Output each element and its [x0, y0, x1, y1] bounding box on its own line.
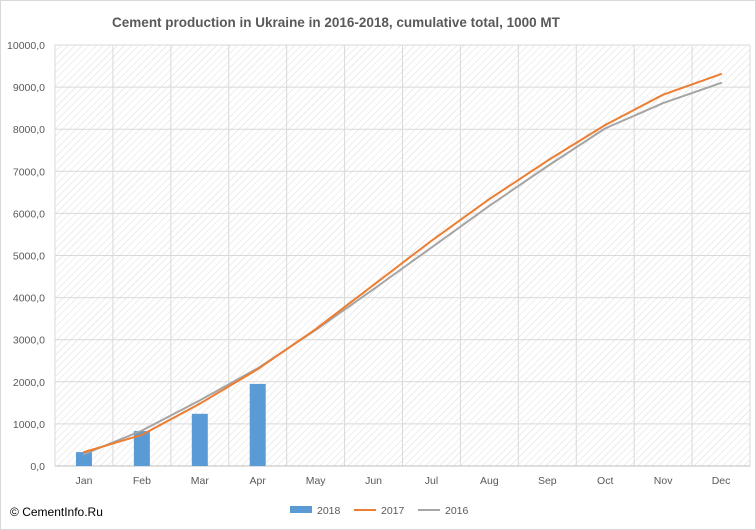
legend-label-2018: 2018 — [317, 505, 341, 517]
x-tick-label: Nov — [654, 475, 673, 487]
y-axis: 0,0 1000,0 2000,0 3000,0 4000,0 5000,0 6000,0 7… — [7, 40, 45, 473]
y-tick-label: 8000,0 — [13, 124, 45, 136]
x-tick-label: Jun — [365, 475, 382, 487]
legend-label-2016: 2016 — [445, 505, 469, 517]
bars-2018 — [75, 383, 266, 466]
x-tick-label: Jul — [425, 475, 438, 487]
x-tick-label: Oct — [597, 475, 613, 487]
bar-2018 — [133, 431, 150, 466]
y-tick-label: 6000,0 — [13, 208, 45, 220]
copyright-symbol: © — [10, 505, 19, 519]
x-axis: Jan Feb Mar Apr May Jun Jul Aug Sep Oct Nov Dec — [75, 475, 730, 487]
legend-swatch-2018 — [290, 506, 312, 513]
line-2016 — [82, 81, 723, 456]
gridlines — [54, 44, 751, 467]
x-tick-label: Aug — [480, 475, 499, 487]
bar-2018 — [191, 413, 208, 466]
x-tick-label: Feb — [133, 475, 151, 487]
y-tick-label: 5000,0 — [13, 251, 45, 263]
x-tick-label: Dec — [712, 475, 731, 487]
y-tick-label: 0,0 — [30, 461, 45, 473]
chart-title: Cement production in Ukraine in 2016-201… — [112, 15, 561, 30]
line-2017 — [82, 73, 723, 454]
y-tick-label: 4000,0 — [13, 293, 45, 305]
copyright-footer: © CementInfo.Ru — [10, 505, 103, 519]
bar-2018 — [249, 383, 266, 466]
x-tick-label: Jan — [75, 475, 92, 487]
legend-label-2017: 2017 — [381, 505, 405, 517]
y-tick-label: 1000,0 — [13, 419, 45, 431]
x-tick-label: May — [306, 475, 327, 487]
bar-2018 — [75, 452, 92, 466]
y-tick-label: 3000,0 — [13, 335, 45, 347]
legend: 2018 2017 2016 — [290, 505, 469, 517]
x-tick-label: Apr — [250, 475, 267, 487]
y-tick-label: 10000,0 — [7, 40, 45, 52]
x-tick-label: Sep — [538, 475, 557, 487]
footer-site: CementInfo.Ru — [22, 505, 103, 519]
x-tick-label: Mar — [191, 475, 210, 487]
lines — [82, 73, 723, 456]
y-tick-label: 2000,0 — [13, 377, 45, 389]
y-tick-label: 9000,0 — [13, 82, 45, 94]
y-tick-label: 7000,0 — [13, 166, 45, 178]
